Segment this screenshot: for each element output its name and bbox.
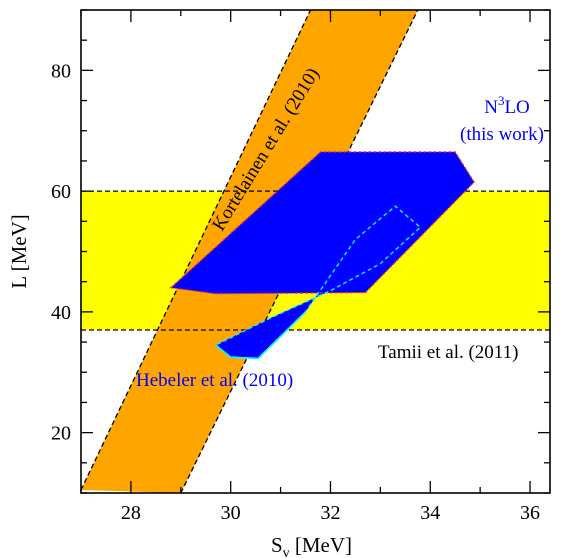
x-tick-label: 28	[121, 502, 141, 524]
tamii-label: Tamii et al. (2011)	[378, 342, 518, 363]
y-tick-label: 80	[51, 60, 71, 82]
hebeler-label: Hebeler et al. (2010)	[136, 370, 293, 391]
x-axis-label: Sv [MeV]	[271, 533, 352, 558]
axis-ticks	[80, 9, 550, 494]
y-tick-label: 40	[51, 302, 71, 324]
x-tick-label: 30	[221, 502, 241, 524]
plot-area	[81, 10, 550, 493]
kortelainen-edge-left	[81, 10, 312, 491]
y-tick-label: 20	[51, 423, 71, 445]
x-tick-label: 36	[520, 502, 540, 524]
y-axis-label: L [MeV]	[7, 214, 31, 288]
plot-frame	[80, 9, 551, 494]
n3lo-region	[169, 151, 475, 295]
n3lo-label: N3LO	[484, 93, 530, 118]
axis-labels: Sv [MeV] L [MeV]	[7, 214, 352, 558]
x-tick-label: 34	[420, 502, 440, 524]
tick-labels: 28 30 32 34 36 20 40 60 80	[51, 60, 540, 524]
kortelainen-edge-right	[180, 10, 419, 493]
hebeler-outline-tail	[215, 311, 307, 360]
n3lo-sub-label: (this work)	[460, 124, 544, 145]
x-tick-label: 32	[320, 502, 340, 524]
y-tick-label: 60	[51, 181, 71, 203]
